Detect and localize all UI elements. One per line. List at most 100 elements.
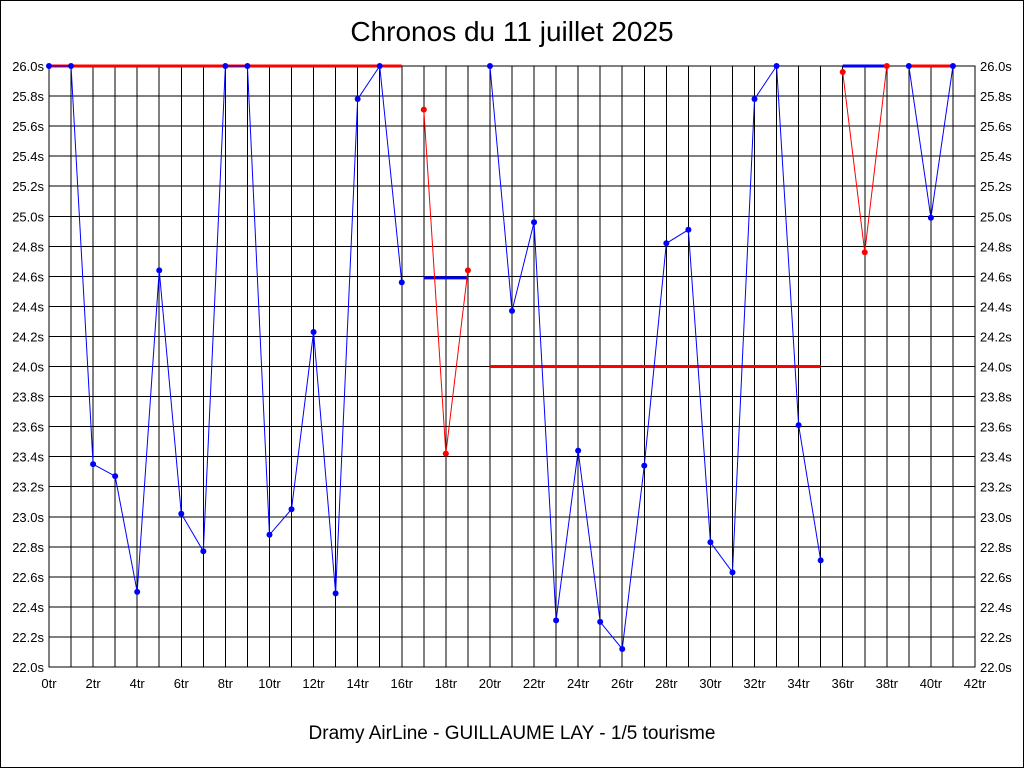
data-point — [464, 267, 471, 274]
y-tick-label-left: 22.4s — [12, 600, 44, 615]
y-tick-label-right: 25.0s — [980, 209, 1012, 224]
data-point — [685, 226, 692, 233]
series-line — [489, 64, 822, 651]
y-tick-label-left: 24.6s — [12, 269, 44, 284]
x-tick-label: 40tr — [920, 676, 943, 691]
y-tick-label-left: 23.2s — [12, 480, 44, 495]
y-tick-label-right: 23.6s — [980, 420, 1012, 435]
y-tick-label-left: 26.0s — [12, 59, 44, 74]
x-tick-label: 22tr — [523, 676, 546, 691]
data-point — [509, 307, 515, 314]
y-tick-label-right: 24.0s — [980, 360, 1012, 375]
data-point — [905, 63, 912, 69]
x-tick-label: 34tr — [787, 676, 810, 691]
y-tick-label-left: 23.8s — [12, 390, 44, 405]
y-tick-label-right: 25.8s — [980, 89, 1012, 104]
data-point — [332, 590, 339, 597]
y-tick-label-right: 23.0s — [980, 510, 1012, 525]
y-tick-label-left: 24.4s — [12, 299, 44, 314]
x-tick-label: 30tr — [699, 676, 722, 691]
data-point — [156, 267, 163, 274]
x-tick-label: 36tr — [832, 676, 855, 691]
chart-caption: Dramy AirLine - GUILLAUME LAY - 1/5 tour… — [308, 723, 716, 744]
y-tick-label-right: 26.0s — [980, 59, 1012, 74]
data-point — [310, 328, 317, 335]
y-tick-label-right: 22.4s — [980, 600, 1012, 615]
y-tick-label-left: 25.4s — [12, 149, 44, 164]
y-tick-label-right: 25.4s — [980, 149, 1012, 164]
y-tick-label-right: 24.2s — [980, 329, 1012, 344]
x-tick-label: 6tr — [174, 676, 190, 691]
y-tick-label-right: 24.8s — [980, 239, 1012, 254]
x-tick-label: 32tr — [743, 676, 766, 691]
x-tick-label: 16tr — [391, 676, 414, 691]
data-point — [376, 63, 383, 69]
data-point — [420, 106, 427, 113]
x-tick-label: 0tr — [41, 676, 57, 691]
data-point — [553, 617, 560, 624]
data-point — [398, 279, 405, 286]
data-point — [949, 63, 956, 69]
data-point — [200, 548, 207, 555]
y-tick-label-left: 23.4s — [12, 450, 44, 465]
data-point — [861, 249, 868, 256]
y-tick-label-right: 25.6s — [980, 119, 1012, 134]
data-point — [266, 531, 273, 538]
data-point — [486, 63, 493, 69]
x-tick-label: 26tr — [611, 676, 634, 691]
data-point — [663, 240, 670, 247]
x-tick-label: 24tr — [567, 676, 590, 691]
y-tick-label-right: 22.2s — [980, 630, 1012, 645]
x-tick-label: 18tr — [435, 676, 458, 691]
y-tick-label-left: 25.6s — [12, 119, 44, 134]
data-point — [839, 69, 846, 76]
data-point — [795, 422, 802, 429]
data-point — [46, 63, 52, 69]
data-point — [222, 63, 229, 69]
x-tick-label: 4tr — [130, 676, 146, 691]
data-point — [817, 557, 824, 564]
data-point — [883, 63, 890, 69]
data-point — [244, 63, 251, 69]
data-point — [641, 462, 648, 469]
y-tick-label-right: 23.8s — [980, 390, 1012, 405]
data-point — [927, 214, 934, 221]
data-point — [68, 63, 75, 69]
y-tick-label-left: 25.8s — [12, 89, 44, 104]
y-tick-label-right: 22.0s — [980, 660, 1012, 675]
x-tick-label: 8tr — [218, 676, 234, 691]
x-tick-label: 28tr — [655, 676, 678, 691]
y-tick-label-left: 23.6s — [12, 420, 44, 435]
x-tick-label: 14tr — [346, 676, 369, 691]
data-point — [112, 473, 119, 480]
y-tick-label-left: 25.2s — [12, 179, 44, 194]
data-point — [288, 506, 295, 513]
y-tick-label-left: 24.2s — [12, 329, 44, 344]
y-tick-label-left: 22.8s — [12, 540, 44, 555]
y-tick-label-left: 24.8s — [12, 239, 44, 254]
y-tick-label-left: 23.0s — [12, 510, 44, 525]
x-tick-label: 2tr — [86, 676, 102, 691]
x-tick-label: 10tr — [258, 676, 281, 691]
data-point — [354, 96, 361, 103]
data-point — [707, 539, 714, 546]
data-point — [773, 63, 780, 69]
y-tick-label-left: 22.0s — [12, 660, 44, 675]
y-tick-label-right: 23.2s — [980, 480, 1012, 495]
data-point — [597, 618, 604, 625]
y-tick-label-right: 23.4s — [980, 450, 1012, 465]
data-point — [729, 569, 736, 576]
data-point — [134, 588, 141, 595]
plot-area — [48, 65, 976, 668]
x-tick-label: 38tr — [876, 676, 899, 691]
x-tick-label: 42tr — [964, 676, 987, 691]
y-tick-label-left: 24.0s — [12, 360, 44, 375]
y-tick-label-right: 24.4s — [980, 299, 1012, 314]
y-tick-label-right: 22.6s — [980, 570, 1012, 585]
data-point — [178, 510, 185, 517]
data-point — [442, 450, 449, 457]
y-tick-label-left: 25.0s — [12, 209, 44, 224]
x-tick-label: 20tr — [479, 676, 502, 691]
data-point — [90, 461, 97, 468]
